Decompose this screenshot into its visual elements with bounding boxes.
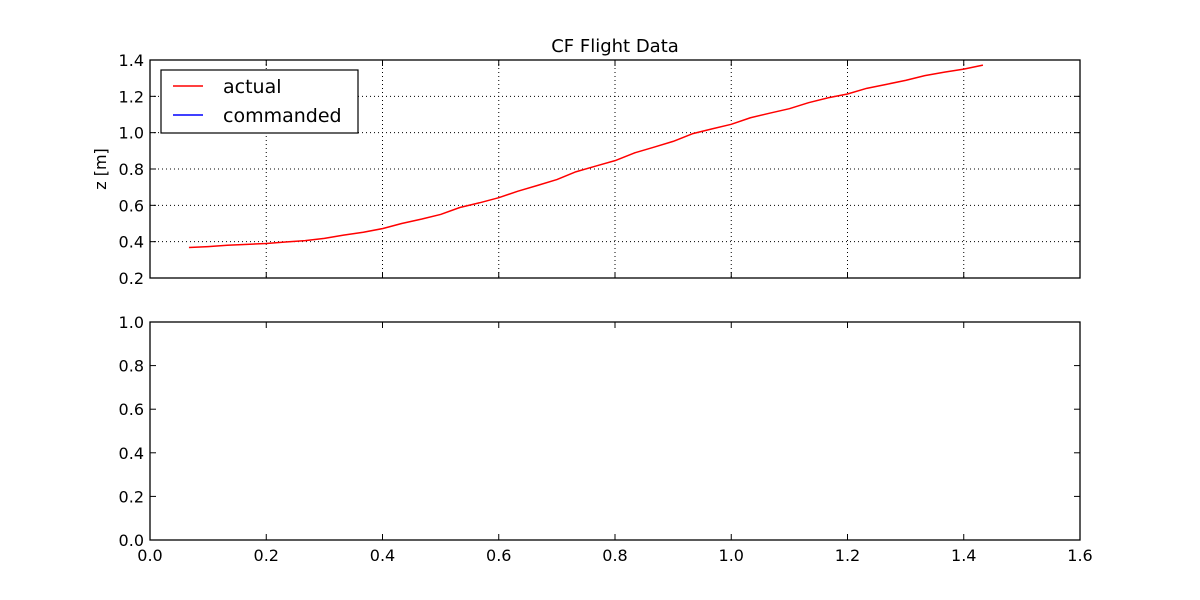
y-tick-label: 1.0 <box>119 124 144 143</box>
x-tick-label: 0.4 <box>370 546 395 565</box>
x-tick-label: 1.2 <box>835 546 860 565</box>
bottom-axes: 0.0 0.2 0.4 0.6 0.8 1.0 1.2 1.4 1.6 0.0 0.2 0.4 0.6 0… <box>119 313 1093 565</box>
y-tick-label: 1.2 <box>119 87 144 106</box>
top-lines <box>188 64 984 249</box>
legend: actual commanded <box>160 69 359 134</box>
y-tick-label: 0.0 <box>119 531 144 550</box>
y-tick-label: 0.4 <box>119 233 144 252</box>
x-tick-label: 1.0 <box>719 546 744 565</box>
x-tick-label: 0.8 <box>602 546 627 565</box>
y-tick-label: 1.4 <box>119 51 144 70</box>
y-tick-label: 0.8 <box>119 357 144 376</box>
x-tick-label: 0.2 <box>254 546 279 565</box>
y-tick-label: 0.6 <box>119 196 144 215</box>
legend-box <box>160 69 359 134</box>
bottom-tick-labels: 0.0 0.2 0.4 0.6 0.8 1.0 1.2 1.4 1.6 0.0 0.2 0.4 0.6 0… <box>119 313 1093 565</box>
legend-label-commanded: commanded <box>223 105 342 127</box>
y-tick-label: 0.4 <box>119 444 144 463</box>
chart-title: CF Flight Data <box>551 36 679 57</box>
top-axes: 0.2 0.4 0.6 0.8 1.0 1.2 1.4 CF Flight Data z [… <box>91 36 1081 288</box>
x-tick-label: 1.6 <box>1067 546 1092 565</box>
legend-label-actual: actual <box>223 76 282 98</box>
y-tick-label: 0.6 <box>119 400 144 419</box>
y-tick-label: 0.2 <box>119 269 144 288</box>
y-tick-label: 0.8 <box>119 160 144 179</box>
top-ticks <box>149 59 1081 279</box>
x-tick-label: 1.4 <box>951 546 976 565</box>
x-tick-label: 0.0 <box>137 546 162 565</box>
y-tick-label: 1.0 <box>119 313 144 332</box>
x-tick-label: 0.6 <box>486 546 511 565</box>
y-axis-title: z [m] <box>91 148 110 190</box>
bottom-ticks <box>149 321 1081 541</box>
y-tick-label: 0.2 <box>119 487 144 506</box>
top-tick-labels: 0.2 0.4 0.6 0.8 1.0 1.2 1.4 <box>119 51 144 288</box>
series-line-actual <box>188 64 984 249</box>
